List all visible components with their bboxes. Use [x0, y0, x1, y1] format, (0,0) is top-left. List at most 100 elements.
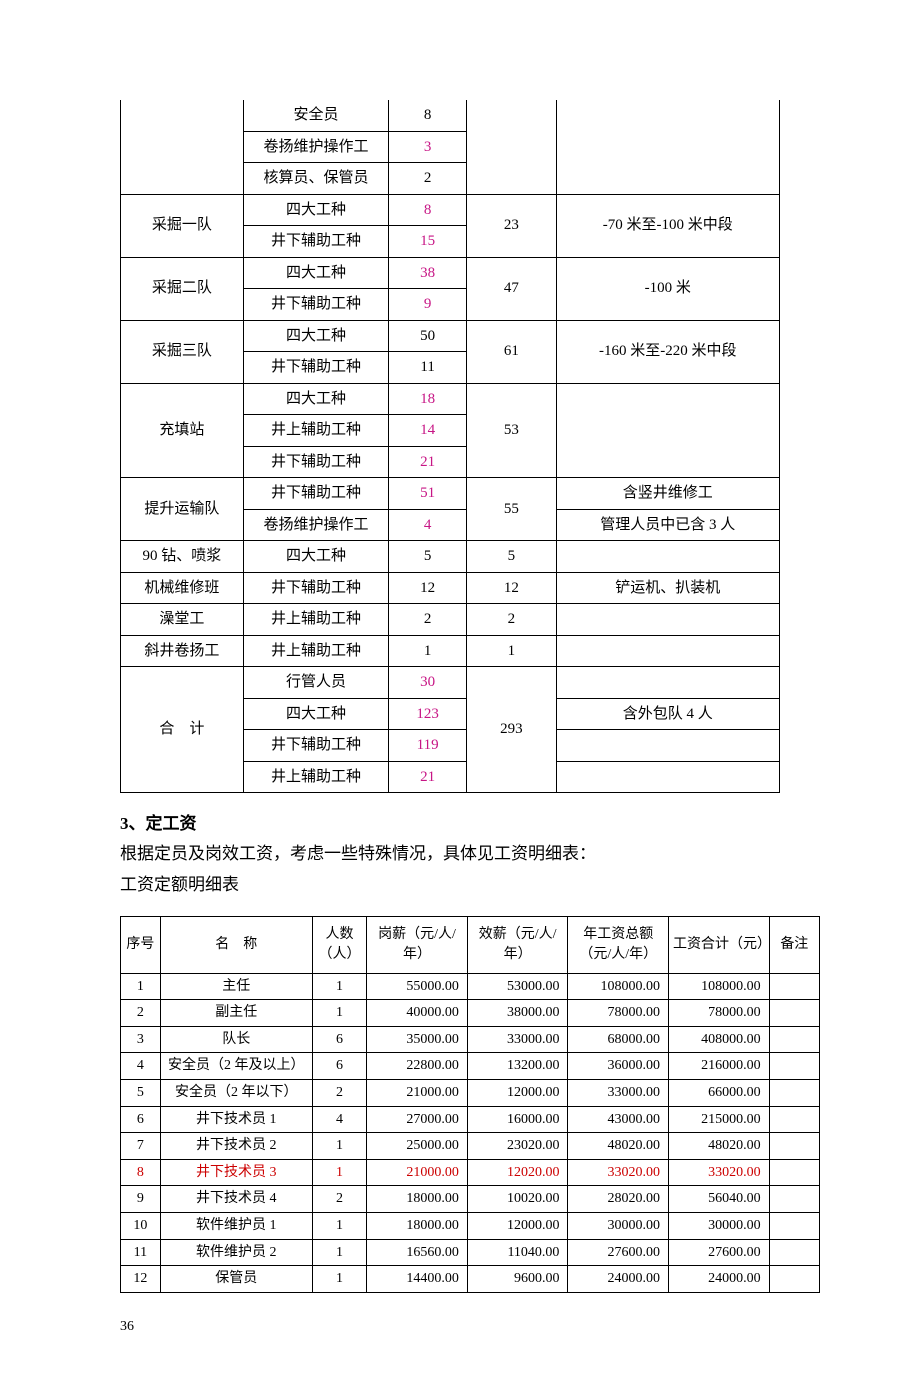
table-cell: 51	[389, 478, 467, 510]
table-cell: 井下辅助工种	[243, 730, 388, 762]
table-cell: -70 米至-100 米中段	[556, 194, 779, 257]
table-cell: 14	[389, 415, 467, 447]
table-row: 斜井卷扬工井上辅助工种11	[121, 635, 780, 667]
table-cell: 33020.00	[669, 1159, 770, 1186]
table-cell	[556, 383, 779, 478]
table-cell: 36000.00	[568, 1053, 669, 1080]
table-cell: 61	[467, 320, 556, 383]
table-cell: 1	[312, 1239, 366, 1266]
table-cell: 27600.00	[568, 1239, 669, 1266]
table-cell: 11040.00	[467, 1239, 568, 1266]
table-cell: 1	[312, 1133, 366, 1160]
table-cell: 68000.00	[568, 1026, 669, 1053]
table-cell: 8	[389, 100, 467, 131]
table-cell: 53	[467, 383, 556, 478]
table-cell: 1	[389, 635, 467, 667]
table-cell: 47	[467, 257, 556, 320]
table-cell: 27000.00	[367, 1106, 468, 1133]
table-cell: 14400.00	[367, 1266, 468, 1293]
table-cell: 保管员	[160, 1266, 312, 1293]
table-cell: 2	[121, 1000, 161, 1027]
table-cell: 3	[121, 1026, 161, 1053]
table-cell: 21	[389, 446, 467, 478]
table-cell: 卷扬维护操作工	[243, 509, 388, 541]
table-cell: 井下技术员 3	[160, 1159, 312, 1186]
table-cell: -160 米至-220 米中段	[556, 320, 779, 383]
table-cell: 3	[389, 131, 467, 163]
table-cell: 55	[467, 478, 556, 541]
table-cell: 安全员（2 年及以上）	[160, 1053, 312, 1080]
table-cell: 7	[121, 1133, 161, 1160]
table-cell: 55000.00	[367, 973, 468, 1000]
table-cell: 井下辅助工种	[243, 352, 388, 384]
table-cell: 含外包队 4 人	[556, 698, 779, 730]
table-cell: 78000.00	[568, 1000, 669, 1027]
table-cell: 215000.00	[669, 1106, 770, 1133]
table-cell: 24000.00	[568, 1266, 669, 1293]
section-heading: 3、定工资	[120, 809, 800, 834]
table-cell: 10020.00	[467, 1186, 568, 1213]
table-cell: 合 计	[121, 667, 244, 793]
table-cell: 卷扬维护操作工	[243, 131, 388, 163]
table-row: 11软件维护员 2116560.0011040.0027600.0027600.…	[121, 1239, 820, 1266]
table-cell: 119	[389, 730, 467, 762]
table-cell	[769, 1133, 819, 1160]
table-cell: 含竖井维修工	[556, 478, 779, 510]
table-cell: 21000.00	[367, 1159, 468, 1186]
table-cell: 33000.00	[467, 1026, 568, 1053]
table-cell: 22800.00	[367, 1053, 468, 1080]
column-header: 序号	[121, 917, 161, 973]
table-cell: 提升运输队	[121, 478, 244, 541]
table-cell: 队长	[160, 1026, 312, 1053]
table-cell: 12	[121, 1266, 161, 1293]
table-row: 澡堂工井上辅助工种22	[121, 604, 780, 636]
table-cell: 56040.00	[669, 1186, 770, 1213]
table-cell: 井下辅助工种	[243, 446, 388, 478]
table-cell	[769, 973, 819, 1000]
column-header: 工资合计（元）	[669, 917, 770, 973]
table-cell: 12	[467, 572, 556, 604]
column-header: 名 称	[160, 917, 312, 973]
table-cell	[556, 604, 779, 636]
table-cell: 安全员	[243, 100, 388, 131]
table-row: 提升运输队井下辅助工种5155含竖井维修工	[121, 478, 780, 510]
table-cell: 井下辅助工种	[243, 289, 388, 321]
table-cell: 108000.00	[669, 973, 770, 1000]
table-cell: 216000.00	[669, 1053, 770, 1080]
table-cell: 充填站	[121, 383, 244, 478]
table-cell: 井上辅助工种	[243, 635, 388, 667]
table-row: 9井下技术员 4218000.0010020.0028020.0056040.0…	[121, 1186, 820, 1213]
table-cell: 管理人员中已含 3 人	[556, 509, 779, 541]
table-cell	[556, 730, 779, 762]
table-cell: 10	[121, 1212, 161, 1239]
table-cell: 33020.00	[568, 1159, 669, 1186]
table-cell: 井上辅助工种	[243, 761, 388, 793]
table-cell: 斜井卷扬工	[121, 635, 244, 667]
table-cell: 2	[389, 604, 467, 636]
column-header: 效薪（元/人/年）	[467, 917, 568, 973]
table-cell: 井下辅助工种	[243, 478, 388, 510]
table-cell: 18000.00	[367, 1186, 468, 1213]
table-cell: 24000.00	[669, 1266, 770, 1293]
table-cell: 井下辅助工种	[243, 572, 388, 604]
table-cell: 采掘三队	[121, 320, 244, 383]
table-row: 1主任155000.0053000.00108000.00108000.00	[121, 973, 820, 1000]
table-cell: 井上辅助工种	[243, 604, 388, 636]
table-cell: 采掘二队	[121, 257, 244, 320]
table-cell: 安全员（2 年以下）	[160, 1079, 312, 1106]
table-cell: -100 米	[556, 257, 779, 320]
table-cell: 38000.00	[467, 1000, 568, 1027]
table-cell	[556, 100, 779, 194]
table-row: 合 计行管人员30293	[121, 667, 780, 699]
table-cell: 1	[312, 1159, 366, 1186]
table-cell: 9	[121, 1186, 161, 1213]
staffing-table: 安全员8卷扬维护操作工3核算员、保管员2采掘一队四大工种823-70 米至-10…	[120, 100, 780, 793]
table-cell: 2	[467, 604, 556, 636]
table-cell: 井下技术员 4	[160, 1186, 312, 1213]
table-cell	[769, 1239, 819, 1266]
table-row: 机械维修班井下辅助工种1212铲运机、扒装机	[121, 572, 780, 604]
table-cell: 123	[389, 698, 467, 730]
table-cell: 50	[389, 320, 467, 352]
table-cell: 8	[121, 1159, 161, 1186]
table-row: 90 钻、喷浆四大工种55	[121, 541, 780, 573]
